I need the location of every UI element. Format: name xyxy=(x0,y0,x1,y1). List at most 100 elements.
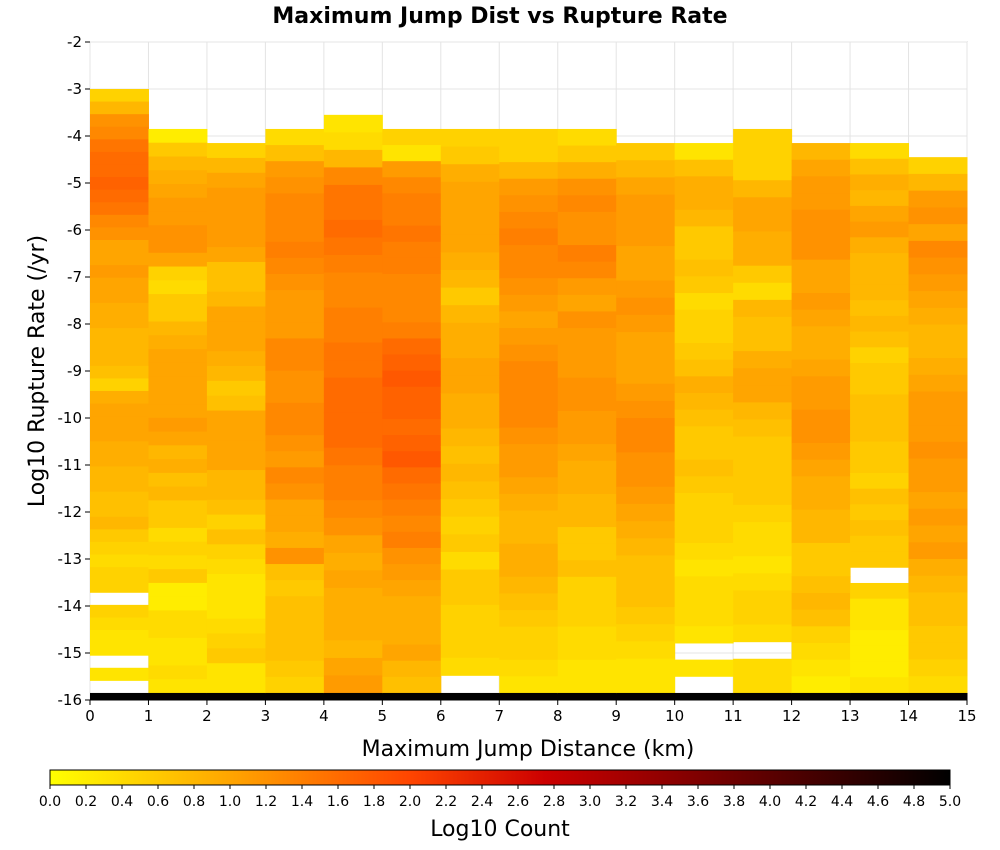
heatmap-cell xyxy=(265,338,325,356)
heatmap-cell xyxy=(733,197,793,215)
heatmap-cell xyxy=(733,504,793,523)
heatmap-cell xyxy=(206,187,266,203)
colorbar xyxy=(49,769,951,786)
colorbar-tick-label: 2.2 xyxy=(435,794,457,810)
heatmap-cell xyxy=(791,359,851,377)
heatmap-cell xyxy=(206,470,266,486)
heatmap-cell xyxy=(616,624,676,642)
heatmap-cell xyxy=(733,402,793,420)
heatmap-cell xyxy=(499,278,559,296)
heatmap-cell xyxy=(90,453,149,467)
heatmap-cell xyxy=(908,324,968,342)
heatmap-cell xyxy=(850,378,910,395)
heatmap-cell xyxy=(616,418,676,436)
heatmap-cell xyxy=(674,209,734,227)
heatmap-cell xyxy=(850,284,910,301)
heatmap-cell xyxy=(148,596,208,611)
heatmap-cell xyxy=(148,238,208,254)
heatmap-cell xyxy=(674,176,734,194)
heatmap-cell xyxy=(206,336,266,352)
heatmap-cell xyxy=(850,661,910,678)
heatmap-cell xyxy=(265,161,325,178)
heatmap-cell xyxy=(557,543,617,561)
heatmap-cell xyxy=(850,582,910,600)
heatmap-cell xyxy=(674,226,734,244)
colorbar-tick-label: 0.6 xyxy=(147,794,169,810)
heatmap-cell xyxy=(440,481,500,500)
y-tick-label: -11 xyxy=(58,456,83,474)
heatmap-cell xyxy=(616,675,676,694)
heatmap-cell xyxy=(265,435,325,452)
heatmap-cell xyxy=(323,360,383,379)
heatmap-cell xyxy=(616,297,676,316)
heatmap-cell xyxy=(791,542,851,561)
heatmap-cell xyxy=(908,659,968,677)
x-tick-label: 3 xyxy=(261,707,271,725)
colorbar-tick-label: 3.6 xyxy=(687,794,709,810)
heatmap-cell xyxy=(323,184,383,203)
heatmap-cell xyxy=(791,193,851,211)
heatmap-cell xyxy=(323,237,383,256)
heatmap-cell xyxy=(440,393,500,412)
heatmap-cell xyxy=(499,394,559,412)
heatmap-cell xyxy=(733,675,793,694)
heatmap-cell xyxy=(440,640,500,659)
heatmap-cell xyxy=(499,178,559,196)
heatmap-cell xyxy=(265,402,325,420)
heatmap-cell xyxy=(265,177,325,194)
heatmap-cell xyxy=(382,257,442,275)
heatmap-cell xyxy=(265,483,325,501)
heatmap-cell xyxy=(90,617,149,631)
heatmap-cell xyxy=(733,231,793,250)
heatmap-cell xyxy=(265,660,325,678)
x-tick-label: 12 xyxy=(782,707,801,725)
heatmap-cell xyxy=(616,280,676,299)
heatmap-cell xyxy=(323,517,383,536)
heatmap-cell xyxy=(90,202,149,216)
x-tick-label: 5 xyxy=(378,707,388,725)
heatmap-cell xyxy=(323,272,383,291)
heatmap-cell xyxy=(908,257,968,275)
heatmap-cell xyxy=(791,226,851,244)
colorbar-tick-label: 4.2 xyxy=(795,794,817,810)
heatmap-cell xyxy=(323,430,383,449)
heatmap-cell xyxy=(557,493,617,511)
heatmap-cell xyxy=(265,515,325,533)
heatmap-cell xyxy=(791,459,851,477)
heatmap-cell xyxy=(616,314,676,333)
heatmap-cell xyxy=(323,622,383,641)
heatmap-cell xyxy=(382,128,442,146)
heatmap-cell xyxy=(90,479,149,493)
heatmap-cell xyxy=(908,492,968,510)
heatmap-cell xyxy=(674,193,734,211)
heatmap-cell xyxy=(850,520,910,537)
heatmap-cell xyxy=(382,290,442,307)
heatmap-cell xyxy=(908,274,968,292)
heatmap-cell xyxy=(557,394,617,412)
heatmap-cell xyxy=(791,609,851,627)
heatmap-cell xyxy=(148,651,208,666)
heatmap-cell xyxy=(908,408,968,426)
heatmap-cell xyxy=(791,326,851,344)
heatmap-cell xyxy=(674,359,734,377)
colorbar-tick-label: 5.0 xyxy=(939,794,961,810)
heatmap-cell xyxy=(265,596,325,613)
heatmap-cell xyxy=(323,114,383,133)
heatmap-cell xyxy=(90,554,149,568)
heatmap-cell xyxy=(323,377,383,396)
heatmap-cell xyxy=(206,321,266,337)
colorbar-tick-label: 1.6 xyxy=(327,794,349,810)
heatmap-cell xyxy=(90,604,149,618)
heatmap-cell xyxy=(206,440,266,456)
y-tick-label: -14 xyxy=(58,597,83,615)
heatmap-cell xyxy=(90,441,149,455)
heatmap-cell xyxy=(499,576,559,594)
colorbar-label: Log10 Count xyxy=(430,817,570,842)
heatmap-cell xyxy=(499,643,559,661)
heatmap-cell xyxy=(850,347,910,364)
heatmap-cell xyxy=(148,514,208,529)
heatmap-cell xyxy=(557,593,617,611)
heatmap-cell xyxy=(499,659,559,677)
heatmap-cell xyxy=(265,564,325,581)
heatmap-cell xyxy=(908,692,968,701)
